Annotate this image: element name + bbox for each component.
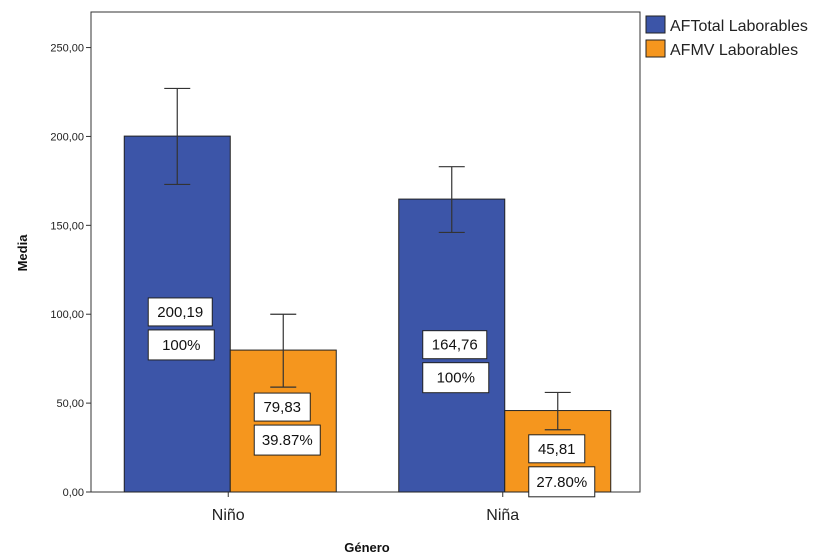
legend-swatch (645, 15, 666, 34)
x-axis-title: Género (344, 540, 390, 555)
data-percent-label: 39.87% (262, 432, 313, 449)
data-label-box (147, 297, 213, 327)
x-tick-label: Niña (486, 507, 519, 524)
data-value-label: 79,83 (263, 399, 301, 416)
data-label-box (147, 329, 215, 361)
data-label-box (528, 434, 586, 464)
data-value-label: 164,76 (432, 337, 478, 354)
x-tick-label: Niño (212, 507, 245, 524)
data-percent-label: 100% (437, 370, 475, 387)
data-value-label: 45,81 (538, 441, 576, 458)
y-tick-label: 50,00 (56, 398, 84, 410)
data-label-box (253, 424, 321, 456)
data-label-box (422, 362, 490, 394)
y-axis-title: Media (15, 234, 30, 272)
data-percent-label: 27.80% (536, 474, 587, 491)
plot-frame (90, 11, 641, 493)
data-percent-label: 100% (162, 337, 200, 354)
data-label-box (528, 466, 596, 498)
data-value-label: 200,19 (157, 304, 203, 321)
y-tick-label: 150,00 (50, 220, 84, 232)
y-tick-label: 200,00 (50, 131, 84, 143)
y-tick-label: 250,00 (50, 43, 84, 55)
data-label-box (422, 330, 488, 360)
data-label-box (253, 392, 311, 422)
y-tick-label: 0,00 (63, 487, 84, 499)
y-tick-label: 100,00 (50, 309, 84, 321)
legend-label: AFTotal Laborables (670, 18, 808, 35)
legend-swatch (645, 39, 666, 58)
legend-label: AFMV Laborables (670, 42, 798, 59)
